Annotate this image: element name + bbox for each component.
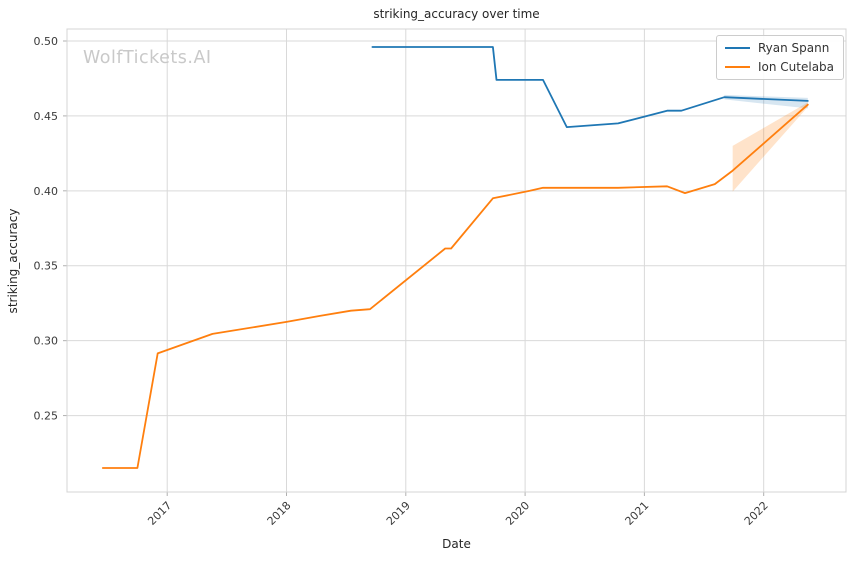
y-tick-label: 0.30 — [34, 335, 59, 348]
x-tick-label: 2020 — [503, 499, 532, 528]
series-line-ryan-spann — [371, 46, 809, 128]
legend-item-ion-cutelaba: Ion Cutelaba — [725, 60, 835, 74]
plot-border — [66, 28, 847, 493]
watermark: WolfTickets.AI — [83, 48, 212, 68]
x-tick-label: 2021 — [623, 499, 652, 528]
x-tick-label: 2022 — [742, 499, 771, 528]
confidence-band-ion-cutelaba — [732, 102, 808, 192]
y-axis-label: striking_accuracy — [6, 208, 20, 314]
x-tick-label: 2018 — [265, 499, 294, 528]
legend-label: Ion Cutelaba — [758, 60, 835, 74]
legend-line-swatch-blue — [725, 47, 750, 49]
legend-item-ryan-spann: Ryan Spann — [725, 41, 835, 55]
x-axis-label: Date — [442, 537, 471, 551]
x-tick-label: 2017 — [145, 499, 174, 528]
x-tick-label: 2019 — [384, 499, 413, 528]
series-line-ion-cutelaba — [101, 103, 809, 469]
legend-line-swatch-orange — [725, 66, 750, 68]
y-tick-label: 0.25 — [34, 410, 59, 423]
y-tick-label: 0.45 — [34, 110, 59, 123]
legend-label: Ryan Spann — [758, 41, 830, 55]
legend: Ryan Spann Ion Cutelaba — [716, 35, 844, 80]
y-tick-label: 0.35 — [34, 260, 59, 273]
chart-title: striking_accuracy over time — [373, 7, 540, 21]
y-tick-label: 0.50 — [34, 35, 59, 48]
y-tick-label: 0.40 — [34, 185, 59, 198]
